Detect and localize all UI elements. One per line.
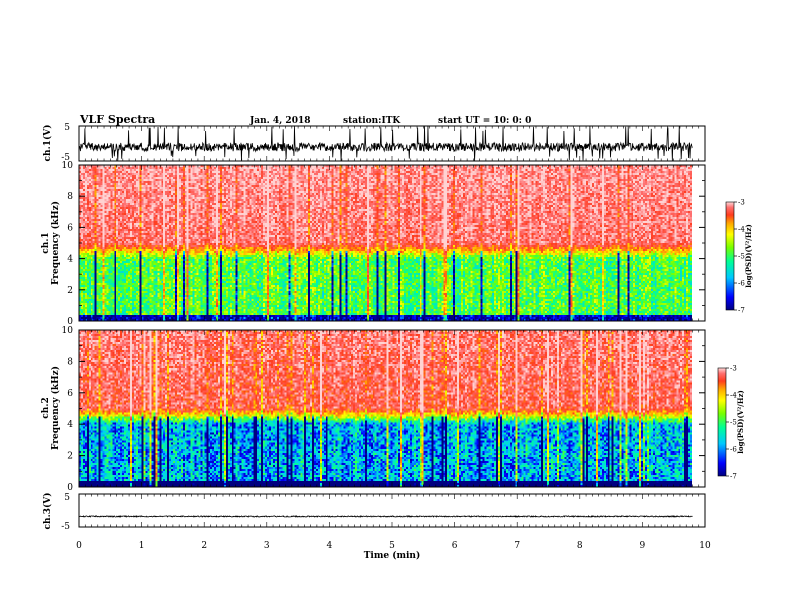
ch1-colorbar-label: log(PSD)(V²/Hz) xyxy=(744,224,753,288)
xtick-label: 9 xyxy=(640,541,646,551)
xtick-label: 8 xyxy=(577,541,583,551)
ch3-ytick-bottom: -5 xyxy=(61,522,70,532)
ch1-spectrogram-image xyxy=(79,165,692,321)
ch1-ytick-bottom: -5 xyxy=(61,153,70,163)
ytick-label: 6 xyxy=(67,389,73,399)
spec1-raster xyxy=(79,165,692,321)
colorbar-tick-label: -3 xyxy=(738,199,745,207)
colorbar-tick-label: -6 xyxy=(738,280,745,288)
xtick-label: 10 xyxy=(699,541,711,551)
spec2-raster xyxy=(79,330,692,487)
ytick-label: 0 xyxy=(67,483,73,493)
date-label: Jan. 4, 2018 xyxy=(249,116,310,126)
ytick-label: 0 xyxy=(67,317,73,327)
ch1-waveform-ylabel: ch.1(V) xyxy=(42,125,53,162)
figure-title: VLF Spectra xyxy=(79,113,155,126)
ytick-label: 2 xyxy=(67,452,73,462)
ch3-waveform-panel: 5 -5 ch.3(V) xyxy=(42,493,706,532)
colorbar-tick-label: -5 xyxy=(730,419,737,427)
ch2-colorbar-scale xyxy=(717,367,727,477)
ch2-spectrogram-ylabel-channel: ch.2 xyxy=(41,397,51,418)
xtick-label: 0 xyxy=(76,541,82,551)
ch2-spectrogram-panel: 0 2 4 6 8 10 ch.2 Frequency (kHz) xyxy=(41,326,706,493)
ch1-waveform-trace xyxy=(78,126,693,162)
ch2-colorbar-label: log(PSD)(V²/Hz) xyxy=(736,390,745,454)
ch2-spectrogram-image xyxy=(79,330,692,487)
xtick-label: 4 xyxy=(327,541,333,551)
ch1-colorbar: -3 -4 -5 -6 -7 log(PSD)(V²/Hz) xyxy=(725,199,753,315)
colorbar-tick-label: -7 xyxy=(730,473,737,481)
panel-time-ticks xyxy=(78,126,706,527)
start-time-label: start UT = 10: 0: 0 xyxy=(438,116,531,126)
ch2-colorbar: -3 -4 -5 -6 -7 log(PSD)(V²/Hz) xyxy=(717,365,745,481)
ch3-waveform-trace xyxy=(78,514,693,518)
time-axis: 0 1 2 3 4 5 6 7 8 9 10 xyxy=(76,541,711,551)
xtick-label: 5 xyxy=(389,541,395,551)
colorbar-tick-label: -4 xyxy=(738,226,745,234)
time-axis-label: Time (min) xyxy=(364,550,421,561)
ch3-wave-line xyxy=(78,514,693,518)
ytick-label: 8 xyxy=(67,192,73,202)
ch2-spectrogram-ylabel-frequency: Frequency (kHz) xyxy=(50,366,61,450)
ytick-label: 10 xyxy=(62,161,74,171)
ytick-label: 8 xyxy=(67,357,73,367)
xtick-label: 6 xyxy=(452,541,458,551)
colorbar-tick-label: -7 xyxy=(738,307,745,315)
ch3-waveform-ylabel: ch.3(V) xyxy=(42,493,53,530)
ytick-label: 4 xyxy=(67,420,73,430)
ytick-label: 10 xyxy=(62,326,74,336)
ch1-spectrogram-ylabel-frequency: Frequency (kHz) xyxy=(50,201,61,285)
colorbar-tick-label: -6 xyxy=(730,446,737,454)
colorbar-tick-label: -5 xyxy=(738,253,745,261)
ch3-ytick-top: 5 xyxy=(64,493,70,503)
ytick-label: 6 xyxy=(67,223,73,233)
ch1-spectrogram-ylabel-channel: ch.1 xyxy=(41,232,51,253)
xtick-label: 3 xyxy=(264,541,270,551)
ch1-ytick-top: 5 xyxy=(64,123,70,133)
figure-header: VLF Spectra Jan. 4, 2018 station:ITK sta… xyxy=(79,113,531,126)
colorbar-tick-label: -4 xyxy=(730,392,737,400)
ch1-wave-line xyxy=(78,126,693,162)
xtick-label: 2 xyxy=(201,541,207,551)
ytick-label: 2 xyxy=(67,286,73,296)
ytick-label: 4 xyxy=(67,255,73,265)
station-label: station:ITK xyxy=(343,116,401,126)
xtick-label: 7 xyxy=(514,541,520,551)
xtick-label: 1 xyxy=(139,541,145,551)
ch1-spectrogram-panel: 0 2 4 6 8 10 ch.1 Frequency (kHz) xyxy=(41,161,706,327)
colorbar-tick-label: -3 xyxy=(730,365,737,373)
ch1-colorbar-scale xyxy=(725,201,735,311)
